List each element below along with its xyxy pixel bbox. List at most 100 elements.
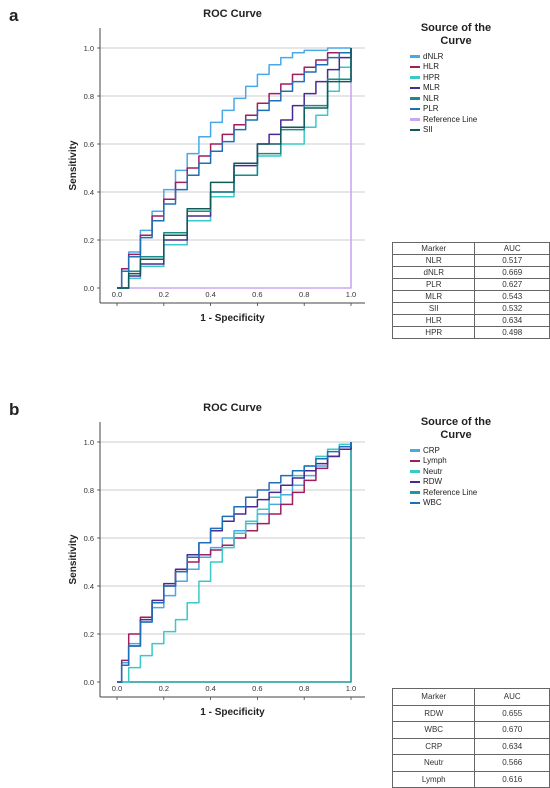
auc-cell: 0.498 [474, 326, 550, 339]
marker-cell: HPR [391, 326, 476, 339]
table-row: Neutr 0.566 [391, 754, 550, 772]
marker-cell: SII [391, 302, 476, 315]
y-tick-label: 0.6 [84, 140, 94, 149]
legend-item-reference-line: Reference Line [410, 114, 545, 125]
legend-swatch [410, 55, 420, 58]
legend-label: HPR [423, 72, 440, 82]
legend-swatch [410, 501, 420, 504]
x-axis-label: 1 - Specificity [200, 707, 265, 718]
marker-cell: MLR [391, 290, 476, 303]
legend-label: Neutr [423, 466, 443, 476]
legend-item-dnlr: dNLR [410, 51, 545, 62]
x-tick-label: 0.0 [112, 290, 122, 299]
legend-item-rdw: RDW [410, 477, 545, 488]
series-line-plr [117, 48, 352, 289]
legend-swatch [410, 470, 420, 473]
auc-table: Marker AUC RDW 0.655 WBC 0.670 CRP 0.634 Ne… [391, 688, 550, 788]
marker-cell: dNLR [391, 266, 476, 279]
auc-cell: 0.616 [474, 770, 550, 788]
y-tick-label: 0.4 [84, 188, 94, 197]
legend-item-wbc: WBC [410, 498, 545, 509]
y-tick-label: 1.0 [84, 44, 94, 53]
auc-table: Marker AUC NLR 0.517 dNLR 0.669 PLR 0.627 M… [391, 242, 550, 339]
legend-item-plr: PLR [410, 104, 545, 115]
table-row: PLR 0.627 [391, 278, 550, 291]
x-tick-label: 0.2 [159, 290, 169, 299]
legend-item-mlr: MLR [410, 83, 545, 94]
legend-item-neutr: Neutr [410, 466, 545, 477]
y-tick-label: 0.8 [84, 486, 94, 495]
y-axis-label: Sensitivity [68, 534, 79, 584]
x-tick-label: 0.8 [299, 290, 309, 299]
chart-title: ROC Curve [203, 8, 262, 20]
legend-item-reference-line: Reference Line [410, 487, 545, 498]
legend-label: SII [423, 125, 433, 135]
legend-item-nlr: NLR [410, 93, 545, 104]
legend-label: PLR [423, 104, 439, 114]
column-header-auc: AUC [474, 242, 550, 255]
series-line-reference-line [117, 442, 352, 683]
column-header-marker: Marker [391, 242, 476, 255]
auc-cell: 0.669 [474, 266, 550, 279]
legend-swatch [410, 449, 420, 452]
x-tick-label: 1.0 [346, 684, 356, 693]
marker-cell: PLR [391, 278, 476, 291]
marker-cell: NLR [391, 254, 476, 267]
table-row: HPR 0.498 [391, 326, 550, 339]
y-tick-label: 0.2 [84, 236, 94, 245]
y-tick-label: 1.0 [84, 438, 94, 447]
series-line-dnlr [117, 47, 351, 289]
table-row: dNLR 0.669 [391, 266, 550, 279]
column-header-marker: Marker [391, 688, 476, 706]
legend-swatch [410, 76, 420, 79]
series-line-wbc [117, 442, 352, 683]
auc-cell: 0.634 [474, 737, 550, 755]
legend-swatch [410, 128, 420, 131]
legend-label: Lymph [423, 456, 447, 466]
legend-swatch [410, 97, 420, 100]
column-header-auc: AUC [474, 688, 550, 706]
y-tick-label: 0.0 [84, 678, 94, 687]
legend-item-hlr: HLR [410, 62, 545, 73]
legend-list: dNLR HLR HPR MLR NLR PLR Reference Line SII [410, 51, 545, 135]
roc-chart-a: ROC Curve 0.0 0.2 0.4 0.6 0.8 1.0 0.0 0.2 0.4 0.6 0… [68, 8, 365, 324]
marker-cell: CRP [391, 737, 476, 755]
legend-item-hpr: HPR [410, 72, 545, 83]
legend: Source of the Curve dNLR HLR HPR MLR NLR PLR R… [410, 22, 545, 135]
auc-cell: 0.655 [474, 704, 550, 722]
panel-label: b [9, 400, 20, 419]
legend-swatch [410, 118, 420, 121]
auc-table-header-row: Marker AUC [391, 242, 550, 255]
marker-cell: HLR [391, 314, 476, 327]
x-tick-label: 0.4 [205, 290, 215, 299]
x-tick-label: 0.8 [299, 684, 309, 693]
panel-a: a ROC Curve 0.0 0.2 0.4 0.6 0.8 1.0 0.0 0.2 0.4 0.… [9, 6, 550, 339]
legend-label: MLR [423, 83, 440, 93]
y-tick-label: 0.6 [84, 534, 94, 543]
x-tick-label: 0.4 [205, 684, 215, 693]
auc-cell: 0.634 [474, 314, 550, 327]
series-line-reference-line [117, 48, 352, 289]
y-tick-label: 0.8 [84, 92, 94, 101]
table-row: WBC 0.670 [391, 721, 550, 739]
auc-cell: 0.532 [474, 302, 550, 315]
table-row: Lymph 0.616 [391, 770, 550, 788]
table-row: NLR 0.517 [391, 254, 550, 267]
legend-title: Source of the Curve [420, 416, 492, 441]
y-tick-label: 0.0 [84, 284, 94, 293]
legend-swatch [410, 86, 420, 89]
chart-title: ROC Curve [203, 402, 262, 414]
legend-swatch [410, 459, 420, 462]
legend-swatch [410, 491, 420, 494]
marker-cell: RDW [391, 704, 476, 722]
legend-label: NLR [423, 93, 440, 103]
auc-table-header-row: Marker AUC [391, 688, 550, 706]
legend-item-sii: SII [410, 125, 545, 136]
auc-cell: 0.566 [474, 754, 550, 772]
legend-title: Source of the Curve [420, 22, 492, 47]
table-row: MLR 0.543 [391, 290, 550, 303]
legend-label: Reference Line [423, 114, 478, 124]
y-tick-label: 0.4 [84, 582, 94, 591]
x-tick-label: 0.2 [159, 684, 169, 693]
auc-cell: 0.670 [474, 721, 550, 739]
